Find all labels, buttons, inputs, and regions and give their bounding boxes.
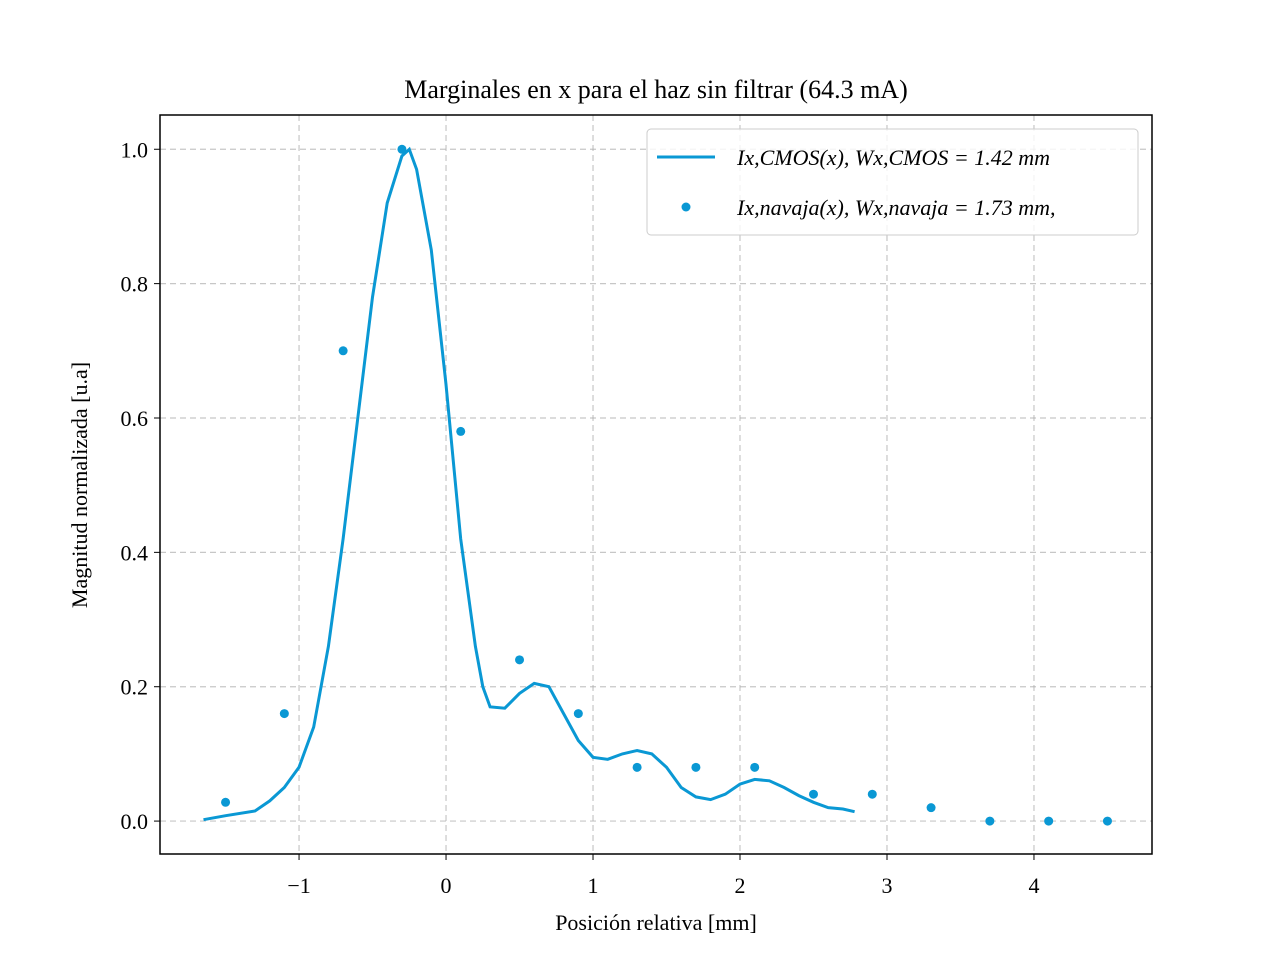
data-point (691, 762, 701, 772)
data-point (926, 803, 936, 813)
data-point (632, 762, 642, 772)
y-tick-label: 0.6 (121, 406, 149, 431)
legend-label: Ix,CMOS(x), Wx,CMOS = 1.42 mm (736, 145, 1050, 170)
y-tick-label: 0.0 (121, 809, 149, 834)
data-point (338, 346, 348, 356)
legend-box (646, 128, 1139, 236)
y-tick-label: 0.2 (121, 675, 149, 700)
y-tick-label: 1.0 (121, 137, 149, 162)
data-point (985, 816, 995, 826)
x-axis-label: Posición relativa [mm] (555, 910, 757, 935)
data-point (456, 426, 466, 436)
y-tick-label: 0.8 (121, 272, 149, 297)
data-point (1044, 816, 1054, 826)
data-point (221, 797, 231, 807)
data-point (750, 762, 760, 772)
chart-title: Marginales en x para el haz sin filtrar … (404, 75, 907, 104)
plot-frame (159, 114, 1153, 855)
x-tick-label: 4 (1028, 873, 1039, 898)
x-tick-label: −1 (287, 873, 310, 898)
data-point (397, 144, 407, 154)
data-line (203, 146, 855, 822)
y-axis-label: Magnitud normalizada [u.a] (67, 362, 92, 608)
data-point (279, 709, 289, 719)
x-tick-label: 0 (441, 873, 452, 898)
legend-label: Ix,navaja(x), Wx,navaja = 1.73 mm, (736, 195, 1055, 220)
data-point (515, 655, 525, 665)
data-point (573, 709, 583, 719)
x-tick-label: 2 (735, 873, 746, 898)
x-tick-label: 3 (881, 873, 892, 898)
y-tick-label: 0.4 (121, 540, 149, 565)
data-point (867, 789, 877, 799)
data-point (1102, 816, 1112, 826)
x-tick-label: 1 (588, 873, 599, 898)
data-point (808, 789, 818, 799)
legend-marker (681, 202, 691, 212)
